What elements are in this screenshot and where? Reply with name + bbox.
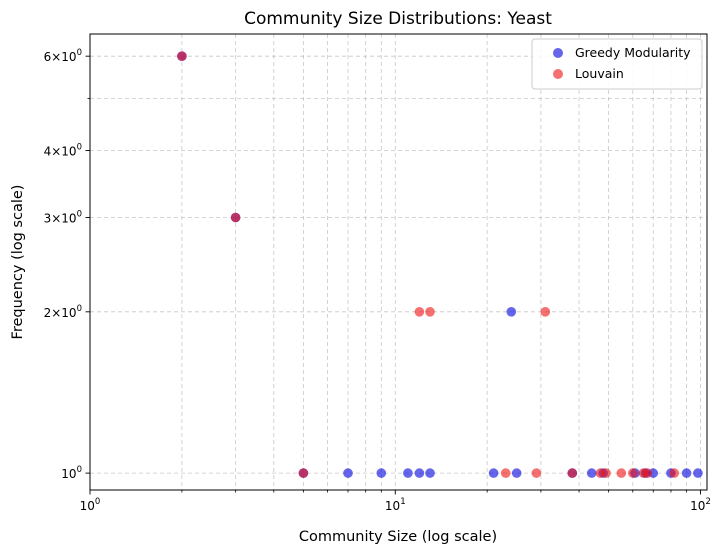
point-louvain xyxy=(642,468,653,478)
point-louvain xyxy=(628,468,638,478)
point-greedy-modularity xyxy=(343,468,353,478)
point-louvain xyxy=(414,307,425,317)
plot-frame xyxy=(89,33,708,491)
x-axis-ticks: 100 101 102 xyxy=(80,490,711,513)
chart-title: Community Size Distributions: Yeast xyxy=(244,9,552,29)
y-tick-label: 100 xyxy=(61,465,82,481)
point-louvain xyxy=(500,468,511,478)
point-louvain xyxy=(601,468,611,478)
point-louvain xyxy=(669,468,679,478)
point-louvain xyxy=(567,468,578,478)
point-louvain xyxy=(298,468,309,478)
point-louvain xyxy=(531,468,542,478)
point-greedy-modularity xyxy=(506,307,517,317)
x-tick-label: 102 xyxy=(690,497,711,513)
y-axis-ticks: 100 2×100 3×100 4×100 6×100 xyxy=(44,48,90,481)
legend: Greedy Modularity Louvain xyxy=(531,38,703,90)
point-greedy-modularity xyxy=(425,468,435,478)
point-louvain xyxy=(540,307,551,317)
legend-label-louvain: Louvain xyxy=(575,66,624,81)
point-greedy-modularity xyxy=(414,468,425,478)
point-greedy-modularity xyxy=(511,468,522,478)
point-greedy-modularity xyxy=(693,468,703,478)
point-greedy-modularity xyxy=(681,468,692,478)
data-points xyxy=(177,51,703,478)
y-tick-label: 6×100 xyxy=(44,48,82,64)
point-greedy-modularity xyxy=(488,468,499,478)
point-greedy-modularity xyxy=(376,468,387,478)
x-axis-label: Community Size (log scale) xyxy=(299,529,497,545)
legend-marker-louvain xyxy=(553,69,563,79)
point-louvain xyxy=(425,307,435,317)
x-tick-label: 101 xyxy=(385,497,406,513)
point-greedy-modularity xyxy=(586,468,597,478)
y-tick-label: 3×100 xyxy=(44,209,82,225)
point-louvain xyxy=(230,212,241,223)
y-axis-label: Frequency (log scale) xyxy=(10,185,26,340)
point-louvain xyxy=(177,51,187,61)
point-louvain xyxy=(616,468,627,478)
legend-marker-greedy-modularity xyxy=(553,48,563,58)
x-tick-label: 100 xyxy=(80,497,101,513)
legend-label-greedy-modularity: Greedy Modularity xyxy=(575,45,691,60)
y-tick-label: 4×100 xyxy=(44,143,82,159)
grid xyxy=(89,34,707,490)
point-greedy-modularity xyxy=(403,468,413,478)
y-tick-label: 2×100 xyxy=(44,304,82,320)
legend-box xyxy=(531,38,703,90)
